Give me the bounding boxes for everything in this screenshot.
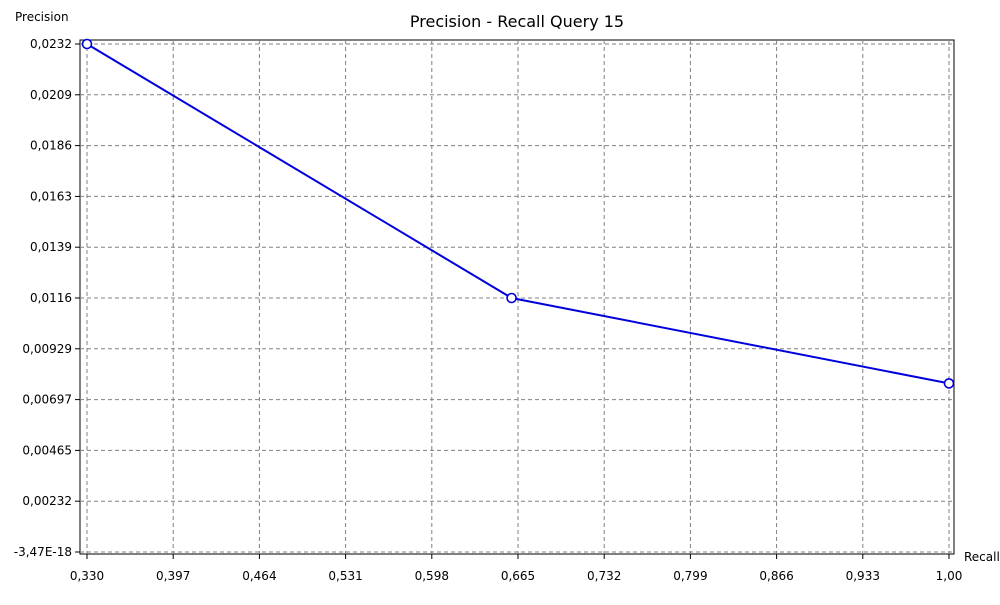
y-tick-label: 0,00697 <box>22 393 72 407</box>
data-point <box>943 378 955 389</box>
x-axis-label: Recall <box>964 550 1000 564</box>
x-tick-label: 0,866 <box>759 569 793 583</box>
y-tick-label: 0,00929 <box>22 342 72 356</box>
y-tick-label: 0,0232 <box>30 37 72 51</box>
x-tick-label: 1,00 <box>936 569 963 583</box>
x-tick-label: 0,330 <box>70 569 104 583</box>
y-tick-label: 0,0163 <box>30 189 72 203</box>
y-tick-label: -3,47E-18 <box>14 545 72 559</box>
x-tick-label: 0,665 <box>501 569 535 583</box>
y-tick-label: 0,0139 <box>30 240 72 254</box>
x-tick-label: 0,397 <box>156 569 190 583</box>
y-tick-label: 0,00232 <box>22 494 72 508</box>
y-tick-label: 0,00465 <box>22 443 72 457</box>
y-tick-label: 0,0186 <box>30 139 72 153</box>
plot-frame <box>79 39 955 555</box>
x-tick-label: 0,598 <box>415 569 449 583</box>
x-tick-label: 0,933 <box>846 569 880 583</box>
chart-title: Precision - Recall Query 15 <box>410 12 624 31</box>
x-tick-label: 0,799 <box>673 569 707 583</box>
y-axis-label: Precision <box>15 10 69 24</box>
x-tick-label: 0,732 <box>587 569 621 583</box>
data-point <box>81 38 93 50</box>
data-point <box>506 292 517 304</box>
x-tick-label: 0,531 <box>328 569 362 583</box>
x-tick-label: 0,464 <box>242 569 276 583</box>
y-tick-label: 0,0209 <box>30 88 72 102</box>
y-tick-label: 0,0116 <box>30 291 72 305</box>
